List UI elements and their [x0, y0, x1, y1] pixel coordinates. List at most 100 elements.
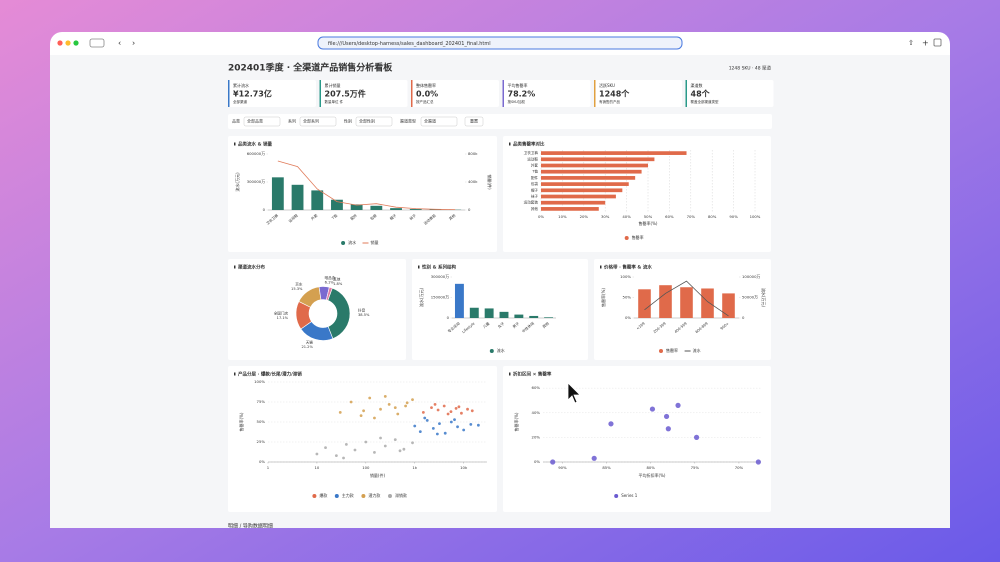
point: [663, 413, 670, 420]
sidebar-button[interactable]: [89, 38, 105, 48]
point: [353, 448, 357, 452]
legend-swatch: [614, 494, 619, 498]
y-tick-label: 包袋: [531, 181, 539, 186]
legend-label: 流水: [693, 347, 701, 353]
point: [342, 456, 345, 460]
bar: [409, 209, 422, 210]
x-tick-label: 50%: [644, 214, 653, 219]
legend-label: 流水: [497, 347, 505, 353]
x-tick-label: 帽子: [389, 212, 398, 221]
point: [425, 419, 429, 422]
new-tab-button[interactable]: +: [922, 39, 929, 48]
legend-swatch: [341, 241, 346, 245]
x-tick-label: 运动鞋: [287, 212, 299, 223]
minimize-button[interactable]: [65, 40, 71, 46]
share-button[interactable]: ⇧: [908, 39, 914, 47]
point: [364, 440, 368, 444]
y-tick-label: 100%: [254, 379, 265, 384]
y-tick-label: 150000万: [431, 295, 449, 300]
y-tick-label: 50%: [257, 419, 266, 424]
legend-swatch: [624, 236, 629, 240]
y-tick-label: 75%: [257, 399, 266, 404]
x-tick-label: 女子: [497, 320, 506, 329]
close-button[interactable]: [57, 40, 63, 46]
point: [362, 409, 365, 413]
donut-segment: [325, 286, 333, 301]
x-tick-label: 90%: [558, 465, 567, 470]
zoom-button[interactable]: [73, 40, 79, 46]
x-tick-label: 80%: [646, 465, 655, 470]
kpi-card: [228, 80, 316, 107]
point: [368, 396, 372, 400]
point: [436, 408, 440, 412]
point: [324, 446, 327, 449]
point: [608, 421, 614, 427]
kpi-label: 活跃SKU: [599, 82, 615, 88]
point: [665, 426, 671, 432]
point: [421, 411, 425, 414]
legend-label: 潜力款: [368, 492, 380, 498]
kpi-card: [685, 80, 774, 107]
filter-value: 全部品类: [247, 118, 263, 124]
bar: [680, 287, 693, 318]
filter-select[interactable]: [420, 116, 458, 127]
kpi-accent: [228, 80, 230, 107]
x-tick-label: 配件: [349, 212, 358, 221]
point: [411, 398, 414, 401]
y-axis-title: 售罄率(%): [513, 412, 519, 431]
filter-value: 全部系列: [303, 118, 319, 124]
title-marker: [509, 372, 511, 376]
x-tick-label: 20%: [580, 214, 589, 219]
y-tick-label: 40%: [532, 410, 541, 415]
point: [433, 403, 437, 406]
y-tick-label: 300000万: [247, 179, 265, 184]
point: [393, 406, 397, 409]
point: [418, 430, 422, 433]
segment-value: 6.1%: [325, 281, 335, 285]
y-tick-label: 0: [742, 315, 745, 320]
chart-title: 渠道流水分布: [237, 264, 265, 271]
point: [446, 412, 450, 416]
segment-value: 15.3%: [291, 287, 303, 291]
filter-select[interactable]: [243, 116, 281, 127]
forward-button[interactable]: ›: [132, 39, 135, 48]
kpi-note: 按产品汇总: [416, 99, 434, 104]
legend-swatch: [312, 494, 317, 498]
header-meta: 1248 SKU · 48 渠道: [729, 65, 772, 72]
y-tick-label: 0: [263, 207, 266, 212]
y-tick-label: 100%: [620, 274, 631, 279]
x-tick-label: <199: [636, 321, 647, 331]
y-tick-label: 外套: [531, 163, 539, 168]
filter-select[interactable]: [355, 116, 393, 127]
y2-axis-title: 流水(万元): [761, 288, 767, 308]
y-tick-label: 0%: [259, 459, 265, 464]
bar: [390, 208, 402, 210]
bar: [541, 157, 655, 162]
tabs-button[interactable]: [933, 38, 942, 47]
bar: [271, 177, 284, 210]
kpi-note: 按SKU加权: [508, 99, 526, 104]
segment-value: 17.1%: [277, 316, 289, 320]
y2-axis-title: 销量(件): [487, 174, 493, 190]
kpi-label: 平均售罄率: [508, 82, 528, 88]
point: [430, 406, 433, 409]
kpi-accent: [411, 80, 413, 107]
point: [349, 400, 353, 404]
reset-button[interactable]: [464, 116, 484, 127]
y-tick-label: 600000万: [247, 151, 265, 156]
x-tick-label: 1: [267, 465, 270, 470]
kpi-accent: [502, 80, 504, 107]
x-tick-label: 10: [314, 465, 319, 470]
filter-select[interactable]: [299, 116, 337, 127]
bar: [638, 289, 651, 318]
x-axis-title: 平均折扣率(%): [639, 472, 666, 478]
y-axis-title: 流水(万元): [234, 172, 240, 192]
bar: [541, 169, 642, 174]
segment-label: 抖音: [358, 308, 366, 313]
address-bar[interactable]: [317, 36, 683, 50]
x-tick-label: 90%: [729, 214, 738, 219]
y-tick-label: 其他: [531, 206, 539, 211]
back-button[interactable]: ‹: [118, 39, 121, 48]
bar: [370, 205, 383, 210]
bar: [541, 151, 687, 155]
